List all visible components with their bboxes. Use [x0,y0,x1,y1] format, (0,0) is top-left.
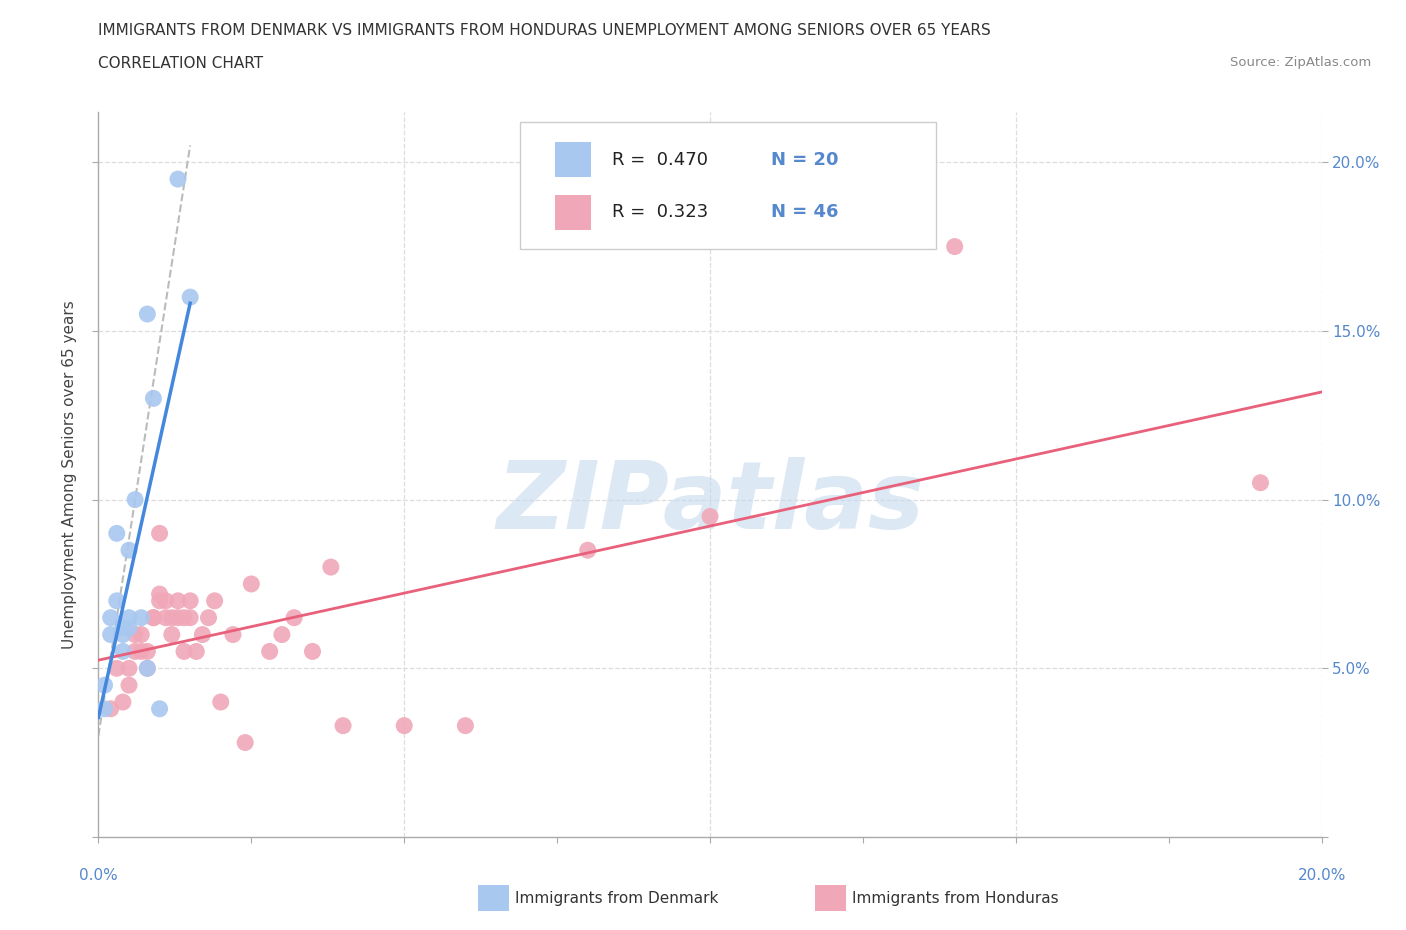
Point [167,172,190,187]
Point [100,627,122,642]
Point [124,492,146,507]
Text: 20.0%: 20.0% [1298,868,1346,883]
Point [179,610,201,625]
Point [259,644,281,658]
Point [197,610,219,625]
Point [136,644,159,658]
Point [105,661,128,676]
Point [155,593,177,608]
Point [270,627,292,642]
Point [283,610,305,625]
Point [204,593,226,608]
Point [136,661,159,676]
Point [179,593,201,608]
Point [155,610,177,625]
Point [160,627,183,642]
Point [160,610,183,625]
Point [191,627,214,642]
Text: IMMIGRANTS FROM DENMARK VS IMMIGRANTS FROM HONDURAS UNEMPLOYMENT AMONG SENIORS O: IMMIGRANTS FROM DENMARK VS IMMIGRANTS FR… [98,23,991,38]
Text: Immigrants from Denmark: Immigrants from Denmark [515,891,718,906]
Text: Source: ZipAtlas.com: Source: ZipAtlas.com [1230,56,1371,69]
Point [943,239,966,254]
Point [332,718,354,733]
Point [149,525,172,540]
Point [136,661,159,676]
Text: R =  0.470: R = 0.470 [612,151,709,168]
Point [576,543,599,558]
Point [105,593,128,608]
Point [301,644,323,658]
Point [124,627,146,642]
Point [167,610,190,625]
Point [93,678,115,693]
Point [149,593,172,608]
Point [392,718,416,733]
Bar [555,142,592,177]
Point [129,610,152,625]
Point [240,577,263,591]
Point [142,610,165,625]
Text: ZIPatlas: ZIPatlas [496,458,924,550]
Point [100,701,122,716]
Point [129,627,152,642]
Point [142,391,165,405]
Point [142,610,165,625]
Point [149,587,172,602]
Text: N = 20: N = 20 [772,151,839,168]
Point [186,644,208,658]
Bar [555,195,592,230]
Point [124,644,146,658]
Point [118,543,141,558]
Point [100,610,122,625]
Point [222,627,245,642]
Text: 0.0%: 0.0% [79,868,118,883]
FancyBboxPatch shape [520,123,936,249]
Text: N = 46: N = 46 [772,204,839,221]
Point [129,644,152,658]
Text: R =  0.323: R = 0.323 [612,204,709,221]
Point [699,509,721,524]
Point [173,610,195,625]
Point [167,593,190,608]
Text: CORRELATION CHART: CORRELATION CHART [98,56,263,71]
Point [118,610,141,625]
Point [111,627,134,642]
Point [118,678,141,693]
Point [1249,475,1271,490]
Point [111,695,134,710]
Text: Immigrants from Honduras: Immigrants from Honduras [852,891,1059,906]
Point [173,644,195,658]
Point [118,620,141,635]
Point [118,661,141,676]
Point [209,695,232,710]
Point [111,620,134,635]
Point [93,701,115,716]
Point [454,718,477,733]
Point [136,307,159,322]
Y-axis label: Unemployment Among Seniors over 65 years: Unemployment Among Seniors over 65 years [62,300,77,649]
Point [111,644,134,658]
Point [233,735,256,750]
Point [319,560,342,575]
Point [149,701,172,716]
Point [105,525,128,540]
Point [179,290,201,305]
